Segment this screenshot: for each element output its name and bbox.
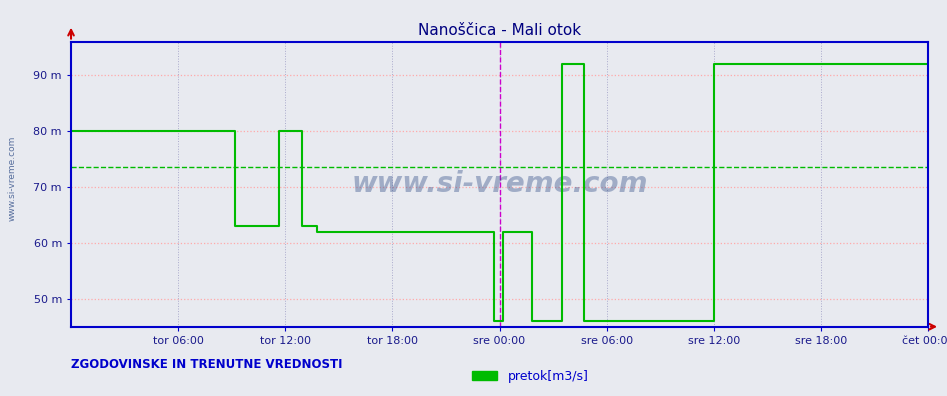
Text: www.si-vreme.com: www.si-vreme.com	[351, 170, 648, 198]
Legend: pretok[m3/s]: pretok[m3/s]	[468, 365, 593, 388]
Text: www.si-vreme.com: www.si-vreme.com	[8, 135, 17, 221]
Title: Nanoščica - Mali otok: Nanoščica - Mali otok	[418, 23, 581, 38]
Text: ZGODOVINSKE IN TRENUTNE VREDNOSTI: ZGODOVINSKE IN TRENUTNE VREDNOSTI	[71, 358, 343, 371]
